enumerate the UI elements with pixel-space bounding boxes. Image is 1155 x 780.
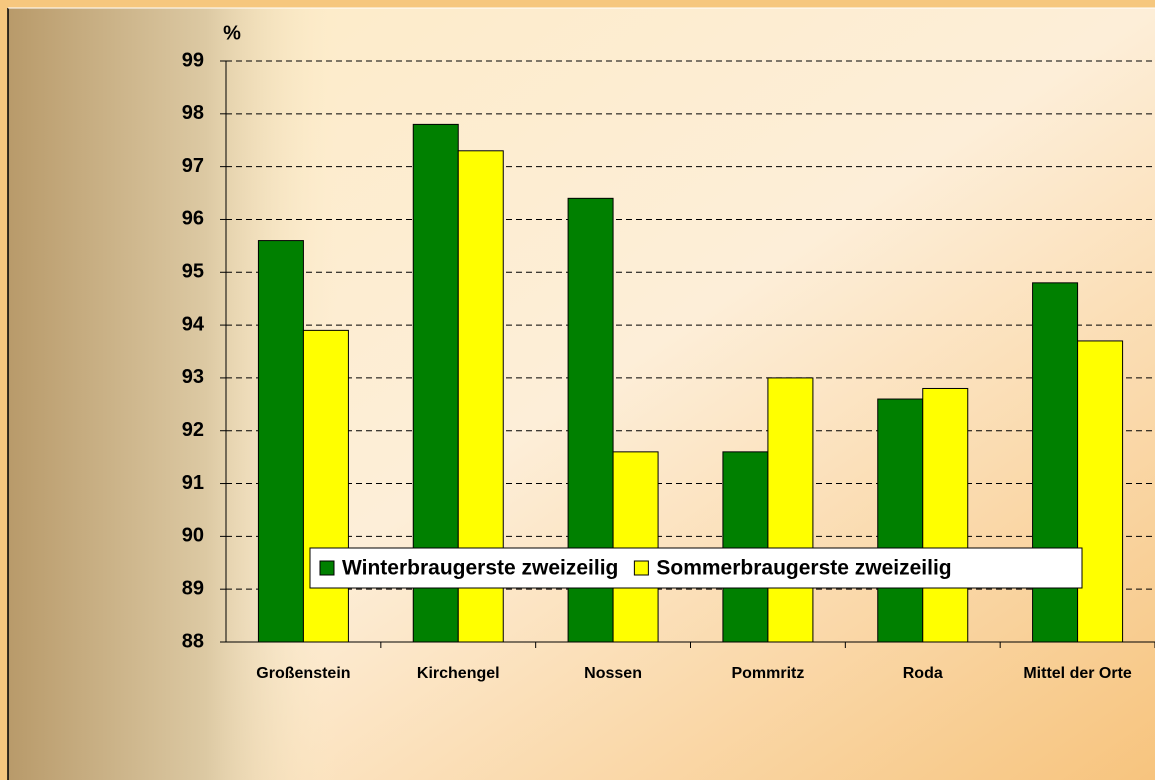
bar [303,330,348,642]
y-tick-label: 94 [182,313,205,335]
bar [258,241,303,642]
y-tick-label: 90 [182,525,204,547]
y-tick-label: 97 [182,155,204,177]
legend-swatch [634,561,648,575]
page: % 88 89 90 91 92 93 94 95 96 97 98 99 Großenstein Kir… [0,0,1155,780]
y-tick-label: 89 [182,577,204,599]
bar [768,378,813,642]
y-tick-label: 99 [182,49,204,71]
bar [613,452,658,642]
x-tick-label: Großenstein [256,665,350,682]
y-tick-label: 93 [182,366,204,388]
y-tick-label: 92 [182,419,204,441]
y-tick-label: 98 [182,102,204,124]
legend-label: Sommerbraugerste zweizeilig [656,557,951,580]
x-tick-label: Kirchengel [417,665,500,682]
y-tick-label: 88 [182,630,204,652]
y-axis-label: % [223,22,241,44]
legend-label: Winterbraugerste zweizeilig [342,557,618,580]
bar [1078,341,1123,642]
bar [878,399,923,642]
x-tick-label: Nossen [584,665,642,682]
chart: % 88 89 90 91 92 93 94 95 96 97 98 99 Großenstein Kir… [0,0,1155,780]
y-tick-label: 96 [182,208,204,230]
bar [723,452,768,642]
x-tick-label: Pommritz [731,665,804,682]
x-tick-label: Roda [903,665,943,682]
bar [923,388,968,642]
x-tick-label: Mittel der Orte [1023,665,1132,682]
y-tick-label: 91 [182,472,204,494]
legend-swatch [320,561,334,575]
y-tick-label: 95 [182,261,204,283]
